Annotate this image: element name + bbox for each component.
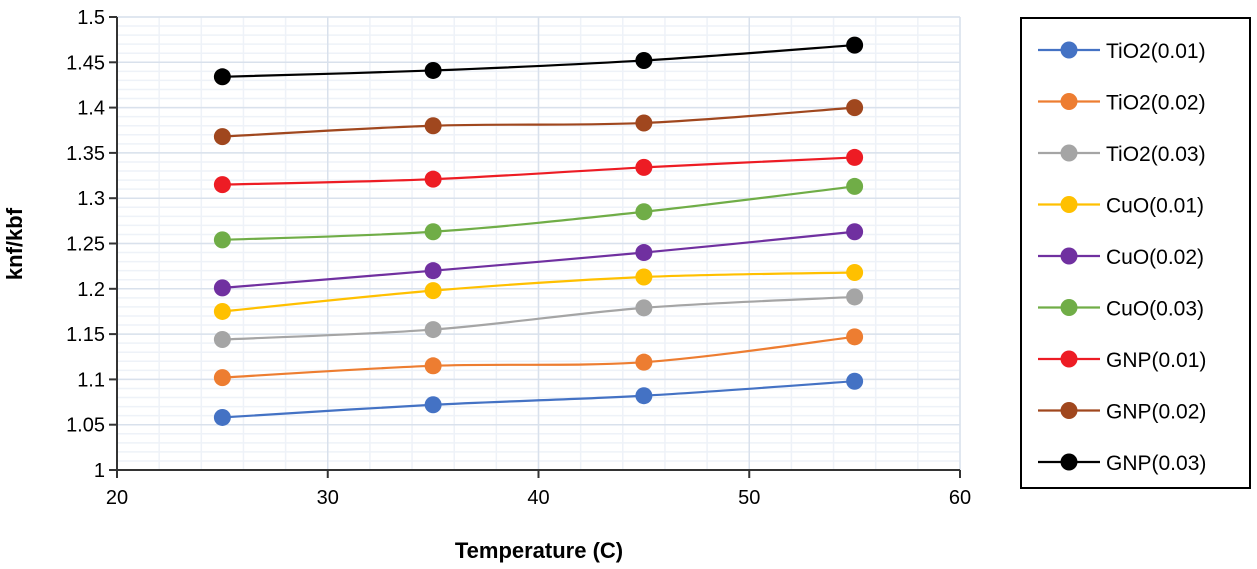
legend-marker xyxy=(1060,299,1078,316)
series-line xyxy=(222,380,855,419)
data-point xyxy=(213,369,231,387)
series-GNP(0.02) xyxy=(213,99,864,146)
data-point xyxy=(635,114,653,132)
grid xyxy=(116,16,961,471)
series-CuO(0.01) xyxy=(213,263,864,320)
series-line xyxy=(222,43,855,78)
data-point xyxy=(424,262,442,280)
legend-marker xyxy=(1060,93,1078,110)
legend-label: GNP(0.02) xyxy=(1106,401,1206,424)
series-line xyxy=(222,230,855,289)
series-line xyxy=(222,106,855,138)
legend-label: TiO2(0.03) xyxy=(1106,143,1206,166)
legend-label: GNP(0.01) xyxy=(1106,349,1206,372)
y-tick-label: 1.35 xyxy=(66,143,105,165)
legend-label: CuO(0.03) xyxy=(1106,298,1204,321)
data-point xyxy=(846,99,864,117)
series-GNP(0.03) xyxy=(213,36,864,86)
series-CuO(0.03) xyxy=(213,177,864,249)
data-point xyxy=(424,223,442,241)
data-point xyxy=(846,263,864,281)
x-tick-label: 60 xyxy=(949,487,971,509)
y-axis-label: knf/kbf xyxy=(2,207,27,280)
data-point xyxy=(213,128,231,146)
y-tick-label: 1.25 xyxy=(66,234,105,256)
data-point xyxy=(846,148,864,166)
data-point xyxy=(635,51,653,69)
y-tick-label: 1 xyxy=(94,460,105,482)
data-point xyxy=(635,299,653,317)
data-point xyxy=(424,321,442,339)
y-tick-label: 1.45 xyxy=(66,52,105,74)
legend-marker xyxy=(1060,247,1078,265)
y-tick-label: 1.4 xyxy=(77,98,105,120)
data-point xyxy=(635,353,653,371)
data-point xyxy=(846,223,864,241)
y-tick-label: 1.05 xyxy=(66,415,105,437)
x-tick-label: 50 xyxy=(738,487,760,509)
x-tick-label: 30 xyxy=(317,487,339,509)
y-tick-label: 1.15 xyxy=(66,324,105,346)
y-tick-label: 1.5 xyxy=(77,7,105,29)
data-point xyxy=(846,372,864,390)
series-GNP(0.01) xyxy=(213,148,864,194)
legend-label: CuO(0.01) xyxy=(1106,195,1204,218)
x-tick-label: 20 xyxy=(106,487,128,509)
series-group xyxy=(213,36,864,426)
data-point xyxy=(635,244,653,262)
data-point xyxy=(213,302,231,320)
data-point xyxy=(213,408,231,426)
series-line xyxy=(222,335,855,379)
legend: TiO2(0.01) TiO2(0.02) TiO2(0.03) CuO(0.01) C… xyxy=(1020,17,1251,489)
y-tick-label: 1.2 xyxy=(77,279,105,301)
series-TiO2(0.01) xyxy=(213,372,864,426)
data-point xyxy=(213,176,231,194)
legend-marker xyxy=(1060,350,1078,368)
data-point xyxy=(424,357,442,375)
data-point xyxy=(846,288,864,306)
data-point xyxy=(635,203,653,221)
data-point xyxy=(424,117,442,135)
data-point xyxy=(424,61,442,79)
series-line xyxy=(222,295,855,341)
legend-label: CuO(0.02) xyxy=(1106,246,1204,269)
x-axis-label: Temperature (C) xyxy=(455,538,623,563)
legend-label: TiO2(0.01) xyxy=(1106,40,1206,63)
data-point xyxy=(846,36,864,54)
data-point xyxy=(213,331,231,349)
axes: 1 1.05 1.1 1.15 1.2 1.25 1.3 1.35 1.4 1.45 1.5 20 30… xyxy=(66,7,971,509)
series-line xyxy=(222,185,855,241)
data-point xyxy=(635,387,653,405)
series-TiO2(0.02) xyxy=(213,328,864,387)
data-point xyxy=(213,68,231,86)
series-line xyxy=(222,271,855,313)
data-point xyxy=(635,268,653,286)
legend-label: GNP(0.03) xyxy=(1106,452,1206,475)
data-point xyxy=(424,282,442,300)
data-point xyxy=(213,279,231,297)
legend-marker xyxy=(1060,453,1078,471)
legend-label: TiO2(0.02) xyxy=(1106,92,1206,115)
y-tick-label: 1.3 xyxy=(77,188,105,210)
data-point xyxy=(846,177,864,195)
y-tick-label: 1.1 xyxy=(77,369,105,391)
data-point xyxy=(424,170,442,188)
series-TiO2(0.03) xyxy=(213,288,864,349)
legend-marker xyxy=(1060,144,1078,162)
data-point xyxy=(213,231,231,249)
data-point xyxy=(846,328,864,346)
x-tick-label: 40 xyxy=(527,487,549,509)
legend-marker xyxy=(1060,402,1078,419)
series-CuO(0.02) xyxy=(213,223,864,297)
data-point xyxy=(424,396,442,414)
series-line xyxy=(222,156,855,186)
data-point xyxy=(635,158,653,176)
legend-marker xyxy=(1060,41,1078,59)
legend-marker xyxy=(1060,196,1078,213)
